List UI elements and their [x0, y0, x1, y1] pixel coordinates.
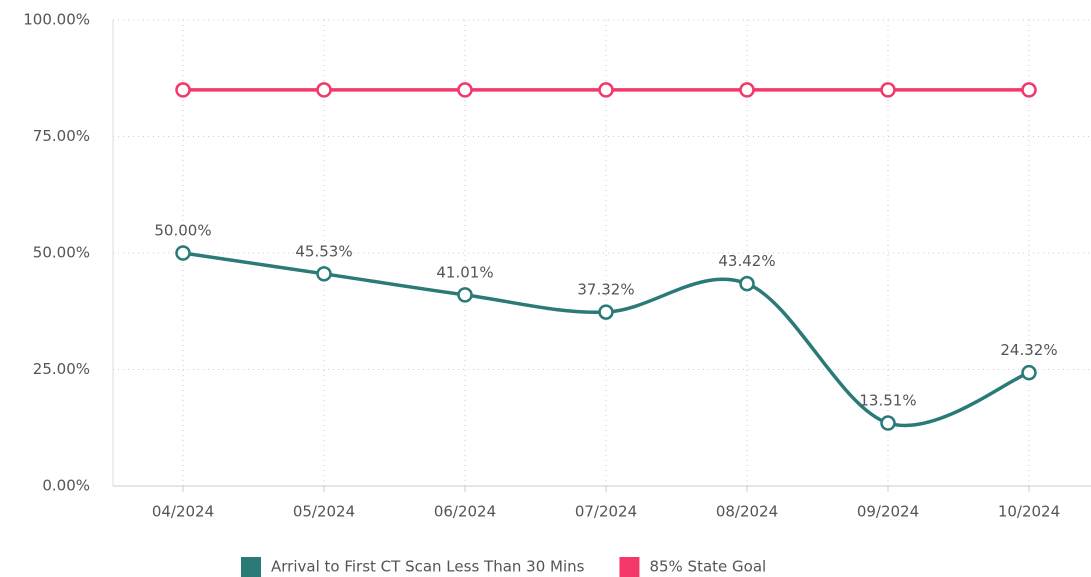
- legend-label: Arrival to First CT Scan Less Than 30 Mi…: [271, 558, 585, 576]
- legend-swatch: [619, 557, 640, 577]
- x-tick-label: 10/2024: [998, 503, 1060, 521]
- data-point: [457, 287, 473, 303]
- data-label: 37.32%: [577, 281, 634, 299]
- data-point: [1021, 364, 1037, 381]
- x-tick-label: 04/2024: [152, 503, 214, 521]
- x-tick-label: 09/2024: [857, 503, 919, 521]
- y-tick-label: 25.00%: [33, 360, 90, 378]
- data-point: [175, 245, 191, 261]
- y-tick-label: 50.00%: [33, 244, 90, 262]
- data-label: 43.42%: [718, 252, 775, 270]
- data-label: 45.53%: [295, 242, 352, 260]
- data-point: [739, 82, 755, 98]
- x-tick-label: 05/2024: [293, 503, 355, 521]
- data-point: [1021, 82, 1037, 98]
- data-point: [739, 275, 755, 292]
- data-label: 24.32%: [1000, 341, 1057, 359]
- x-tick-label: 06/2024: [434, 503, 496, 521]
- data-point: [457, 82, 473, 98]
- data-label: 50.00%: [154, 222, 211, 240]
- data-point: [316, 82, 332, 98]
- y-tick-label: 0.00%: [42, 477, 90, 495]
- data-label: 13.51%: [859, 392, 916, 410]
- data-point: [175, 82, 191, 98]
- data-point: [880, 82, 896, 98]
- x-tick-label: 07/2024: [575, 503, 637, 521]
- y-tick-label: 100.00%: [23, 11, 90, 29]
- data-point: [598, 304, 614, 320]
- legend-swatch: [241, 557, 261, 577]
- data-point: [880, 415, 896, 431]
- legend-label: 85% State Goal: [649, 558, 766, 576]
- y-tick-label: 75.00%: [33, 127, 90, 145]
- data-point: [598, 82, 614, 98]
- data-point: [316, 266, 332, 282]
- data-label: 41.01%: [436, 263, 493, 281]
- x-tick-label: 08/2024: [716, 503, 778, 521]
